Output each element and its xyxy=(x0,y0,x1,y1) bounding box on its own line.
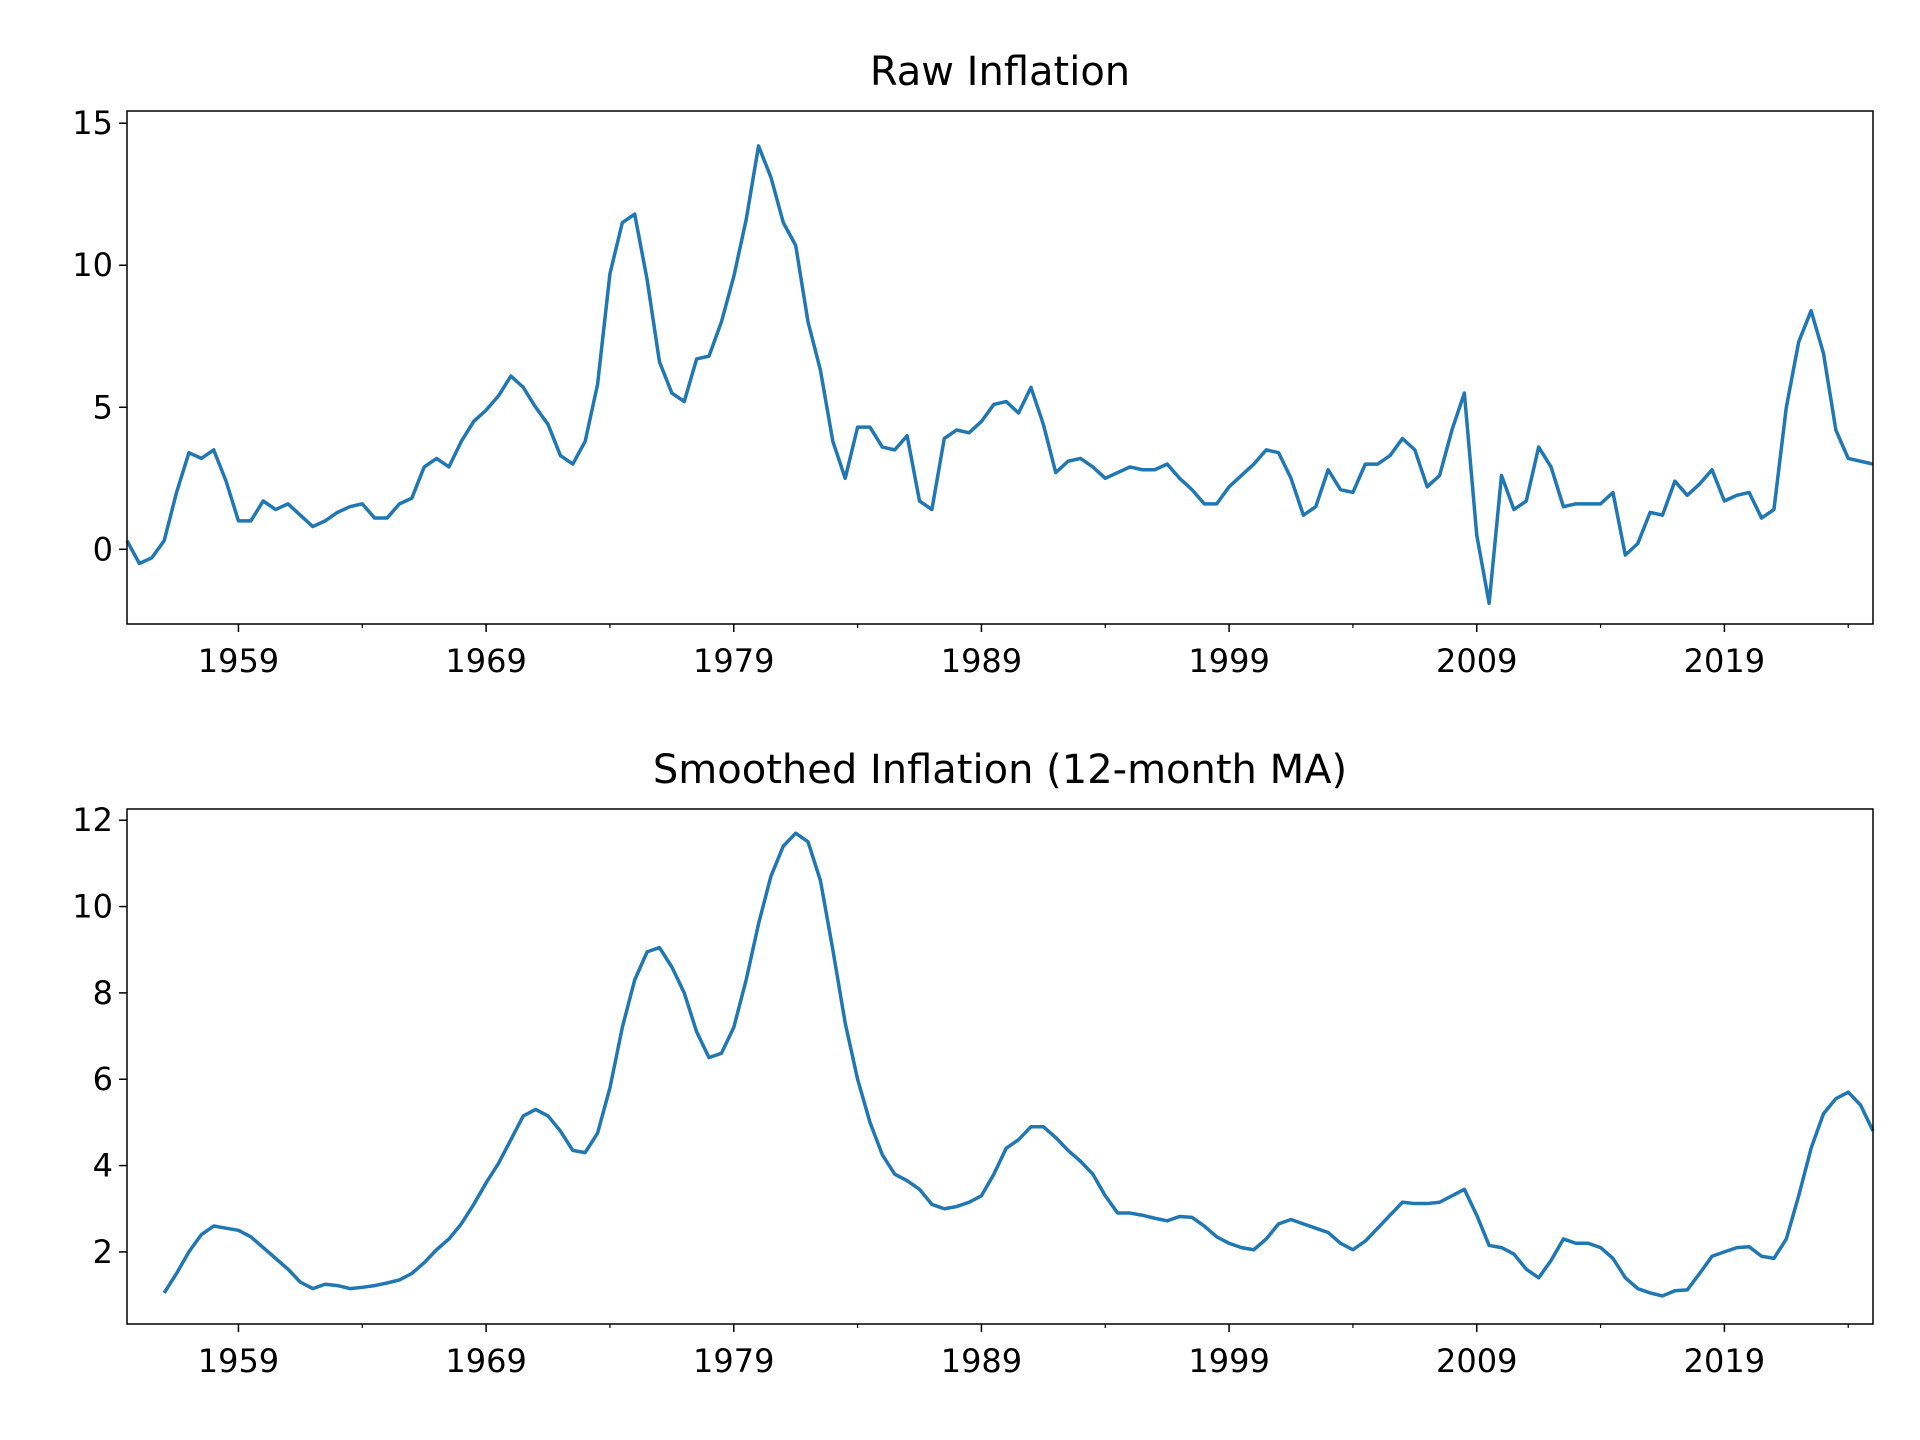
y-tick-label: 8 xyxy=(93,974,113,1012)
y-tick-label: 0 xyxy=(93,530,113,568)
x-tick-label: 2019 xyxy=(1684,642,1765,680)
x-tick-label: 1979 xyxy=(693,1342,774,1380)
x-tick-label: 1959 xyxy=(198,642,279,680)
x-tick-label: 1999 xyxy=(1188,642,1269,680)
plot-frame xyxy=(126,808,1874,1325)
x-tick-label: 1989 xyxy=(941,642,1022,680)
y-tick-label: 5 xyxy=(93,388,113,426)
y-tick-label: 10 xyxy=(72,246,113,284)
x-tick-label: 1989 xyxy=(941,1342,1022,1380)
data-line xyxy=(125,144,1874,606)
y-tick-label: 2 xyxy=(93,1233,113,1271)
x-tick-label: 2009 xyxy=(1436,1342,1517,1380)
y-tick-label: 6 xyxy=(93,1060,113,1098)
x-tick-label: 1999 xyxy=(1188,1342,1269,1380)
chart-title: Smoothed Inflation (12-month MA) xyxy=(653,747,1347,793)
chart-title: Raw Inflation xyxy=(870,49,1130,95)
x-tick-label: 1959 xyxy=(198,1342,279,1380)
y-tick-label: 12 xyxy=(72,801,113,839)
x-tick-label: 2019 xyxy=(1684,1342,1765,1380)
x-tick-label: 2009 xyxy=(1436,642,1517,680)
data-line xyxy=(162,831,1875,1298)
y-tick-label: 4 xyxy=(93,1147,113,1185)
y-tick-label: 10 xyxy=(72,888,113,926)
plot-frame xyxy=(126,110,1874,625)
x-tick-label: 1979 xyxy=(693,642,774,680)
x-tick-label: 1969 xyxy=(445,642,526,680)
x-tick-label: 1969 xyxy=(445,1342,526,1380)
y-tick-label: 15 xyxy=(72,104,113,142)
